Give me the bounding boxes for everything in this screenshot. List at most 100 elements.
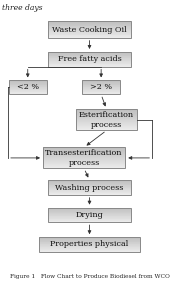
- Bar: [9, 93, 47, 94]
- Text: <2 %: <2 %: [17, 83, 39, 91]
- Bar: [43, 159, 125, 160]
- Bar: [9, 83, 47, 84]
- Bar: [48, 186, 131, 187]
- Bar: [48, 192, 131, 193]
- Bar: [43, 163, 125, 164]
- Bar: [48, 35, 131, 36]
- Bar: [9, 87, 47, 88]
- Bar: [48, 63, 131, 64]
- Bar: [9, 82, 47, 83]
- Bar: [82, 89, 120, 90]
- Bar: [39, 241, 140, 242]
- Bar: [76, 113, 137, 114]
- Bar: [48, 190, 131, 191]
- Bar: [82, 92, 120, 93]
- Bar: [76, 110, 137, 111]
- Bar: [39, 250, 140, 251]
- Bar: [82, 82, 120, 83]
- Bar: [9, 85, 47, 86]
- Bar: [48, 24, 131, 25]
- Text: Waste Cooking Oil: Waste Cooking Oil: [52, 26, 127, 34]
- Bar: [9, 80, 47, 94]
- Bar: [9, 80, 47, 81]
- Bar: [48, 28, 131, 29]
- Text: Properties physical: Properties physical: [50, 241, 129, 248]
- Bar: [9, 89, 47, 90]
- Bar: [48, 55, 131, 56]
- Bar: [76, 123, 137, 124]
- Text: Washing process: Washing process: [55, 184, 124, 191]
- Bar: [48, 184, 131, 185]
- Bar: [82, 90, 120, 91]
- Bar: [48, 59, 131, 60]
- Bar: [39, 239, 140, 240]
- Bar: [82, 88, 120, 89]
- Text: Figure 1   Flow Chart to Produce Biodiesel from WCO: Figure 1 Flow Chart to Produce Biodiesel…: [9, 274, 170, 279]
- Bar: [76, 126, 137, 127]
- Bar: [39, 246, 140, 247]
- Bar: [48, 185, 131, 186]
- Bar: [82, 91, 120, 92]
- Text: three days: three days: [2, 4, 42, 12]
- Bar: [82, 80, 120, 94]
- Bar: [82, 93, 120, 94]
- Bar: [48, 26, 131, 27]
- Bar: [43, 147, 125, 168]
- Bar: [43, 153, 125, 154]
- Bar: [9, 86, 47, 87]
- Bar: [43, 158, 125, 159]
- Bar: [48, 22, 131, 23]
- Bar: [76, 128, 137, 129]
- Bar: [43, 160, 125, 161]
- Bar: [48, 218, 131, 219]
- Bar: [76, 121, 137, 122]
- Bar: [48, 25, 131, 26]
- Bar: [48, 64, 131, 65]
- Bar: [48, 66, 131, 67]
- Bar: [39, 249, 140, 250]
- Bar: [48, 180, 131, 195]
- Bar: [48, 217, 131, 218]
- Bar: [48, 53, 131, 54]
- Bar: [48, 220, 131, 221]
- Bar: [82, 87, 120, 88]
- Bar: [48, 21, 131, 22]
- Bar: [48, 183, 131, 184]
- Bar: [43, 152, 125, 153]
- Bar: [82, 80, 120, 81]
- Bar: [43, 147, 125, 148]
- Bar: [48, 60, 131, 61]
- Bar: [48, 23, 131, 24]
- Bar: [48, 211, 131, 212]
- Text: >2 %: >2 %: [90, 83, 112, 91]
- Bar: [43, 154, 125, 155]
- Bar: [76, 114, 137, 116]
- Bar: [9, 92, 47, 93]
- Bar: [48, 182, 131, 183]
- Bar: [48, 209, 131, 210]
- Bar: [43, 166, 125, 168]
- Bar: [48, 194, 131, 195]
- Bar: [76, 109, 137, 110]
- Bar: [43, 162, 125, 163]
- Bar: [39, 248, 140, 249]
- Bar: [39, 244, 140, 245]
- Bar: [48, 33, 131, 34]
- Bar: [76, 129, 137, 130]
- Bar: [76, 124, 137, 125]
- Bar: [43, 155, 125, 156]
- Bar: [48, 189, 131, 190]
- Bar: [9, 88, 47, 89]
- Text: Free fatty acids: Free fatty acids: [58, 55, 121, 63]
- Bar: [76, 119, 137, 120]
- Text: Drying: Drying: [76, 211, 103, 219]
- Bar: [48, 208, 131, 222]
- Bar: [82, 83, 120, 84]
- Bar: [9, 81, 47, 82]
- Bar: [43, 151, 125, 152]
- Bar: [48, 56, 131, 57]
- Bar: [48, 214, 131, 215]
- Bar: [43, 157, 125, 158]
- Bar: [39, 237, 140, 238]
- Bar: [76, 120, 137, 121]
